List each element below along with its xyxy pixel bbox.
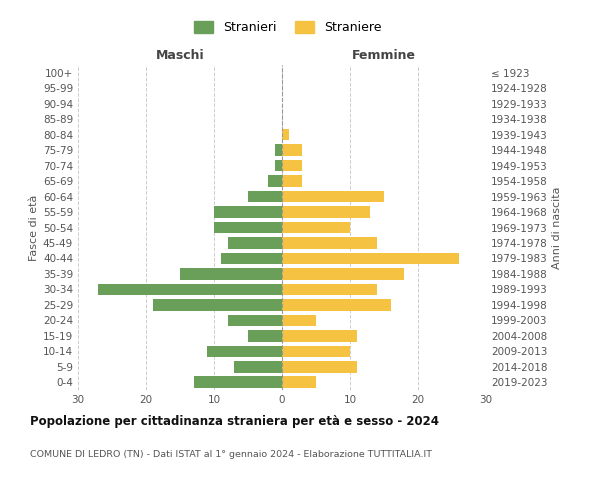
Bar (207, 346, 282, 357)
Bar (227, 237, 282, 249)
Bar (282, 252, 459, 264)
Bar (194, 376, 282, 388)
Bar (282, 361, 357, 372)
Bar (282, 299, 391, 310)
Bar (282, 330, 357, 342)
Bar (282, 284, 377, 295)
Bar (275, 160, 282, 172)
Bar (98, 284, 282, 295)
Bar (282, 206, 370, 218)
Bar (248, 330, 282, 342)
Bar (282, 376, 316, 388)
Y-axis label: Fasce di età: Fasce di età (29, 194, 39, 260)
Bar (282, 144, 302, 156)
Bar (282, 190, 384, 202)
Bar (282, 222, 350, 234)
Bar (153, 299, 282, 310)
Text: COMUNE DI LEDRO (TN) - Dati ISTAT al 1° gennaio 2024 - Elaborazione TUTTITALIA.I: COMUNE DI LEDRO (TN) - Dati ISTAT al 1° … (30, 450, 432, 459)
Y-axis label: Anni di nascita: Anni di nascita (552, 186, 562, 269)
Bar (221, 252, 282, 264)
Bar (235, 361, 282, 372)
Text: Femmine: Femmine (352, 49, 416, 62)
Bar (282, 346, 350, 357)
Bar (282, 237, 377, 249)
Bar (282, 176, 302, 187)
Bar (268, 176, 282, 187)
Bar (214, 206, 282, 218)
Bar (282, 160, 302, 172)
Bar (275, 144, 282, 156)
Bar (227, 314, 282, 326)
Bar (282, 268, 404, 280)
Text: Maschi: Maschi (155, 49, 205, 62)
Bar (180, 268, 282, 280)
Bar (282, 314, 316, 326)
Legend: Stranieri, Straniere: Stranieri, Straniere (190, 16, 386, 40)
Text: Popolazione per cittadinanza straniera per età e sesso - 2024: Popolazione per cittadinanza straniera p… (30, 415, 439, 428)
Bar (248, 190, 282, 202)
Bar (214, 222, 282, 234)
Bar (282, 129, 289, 140)
